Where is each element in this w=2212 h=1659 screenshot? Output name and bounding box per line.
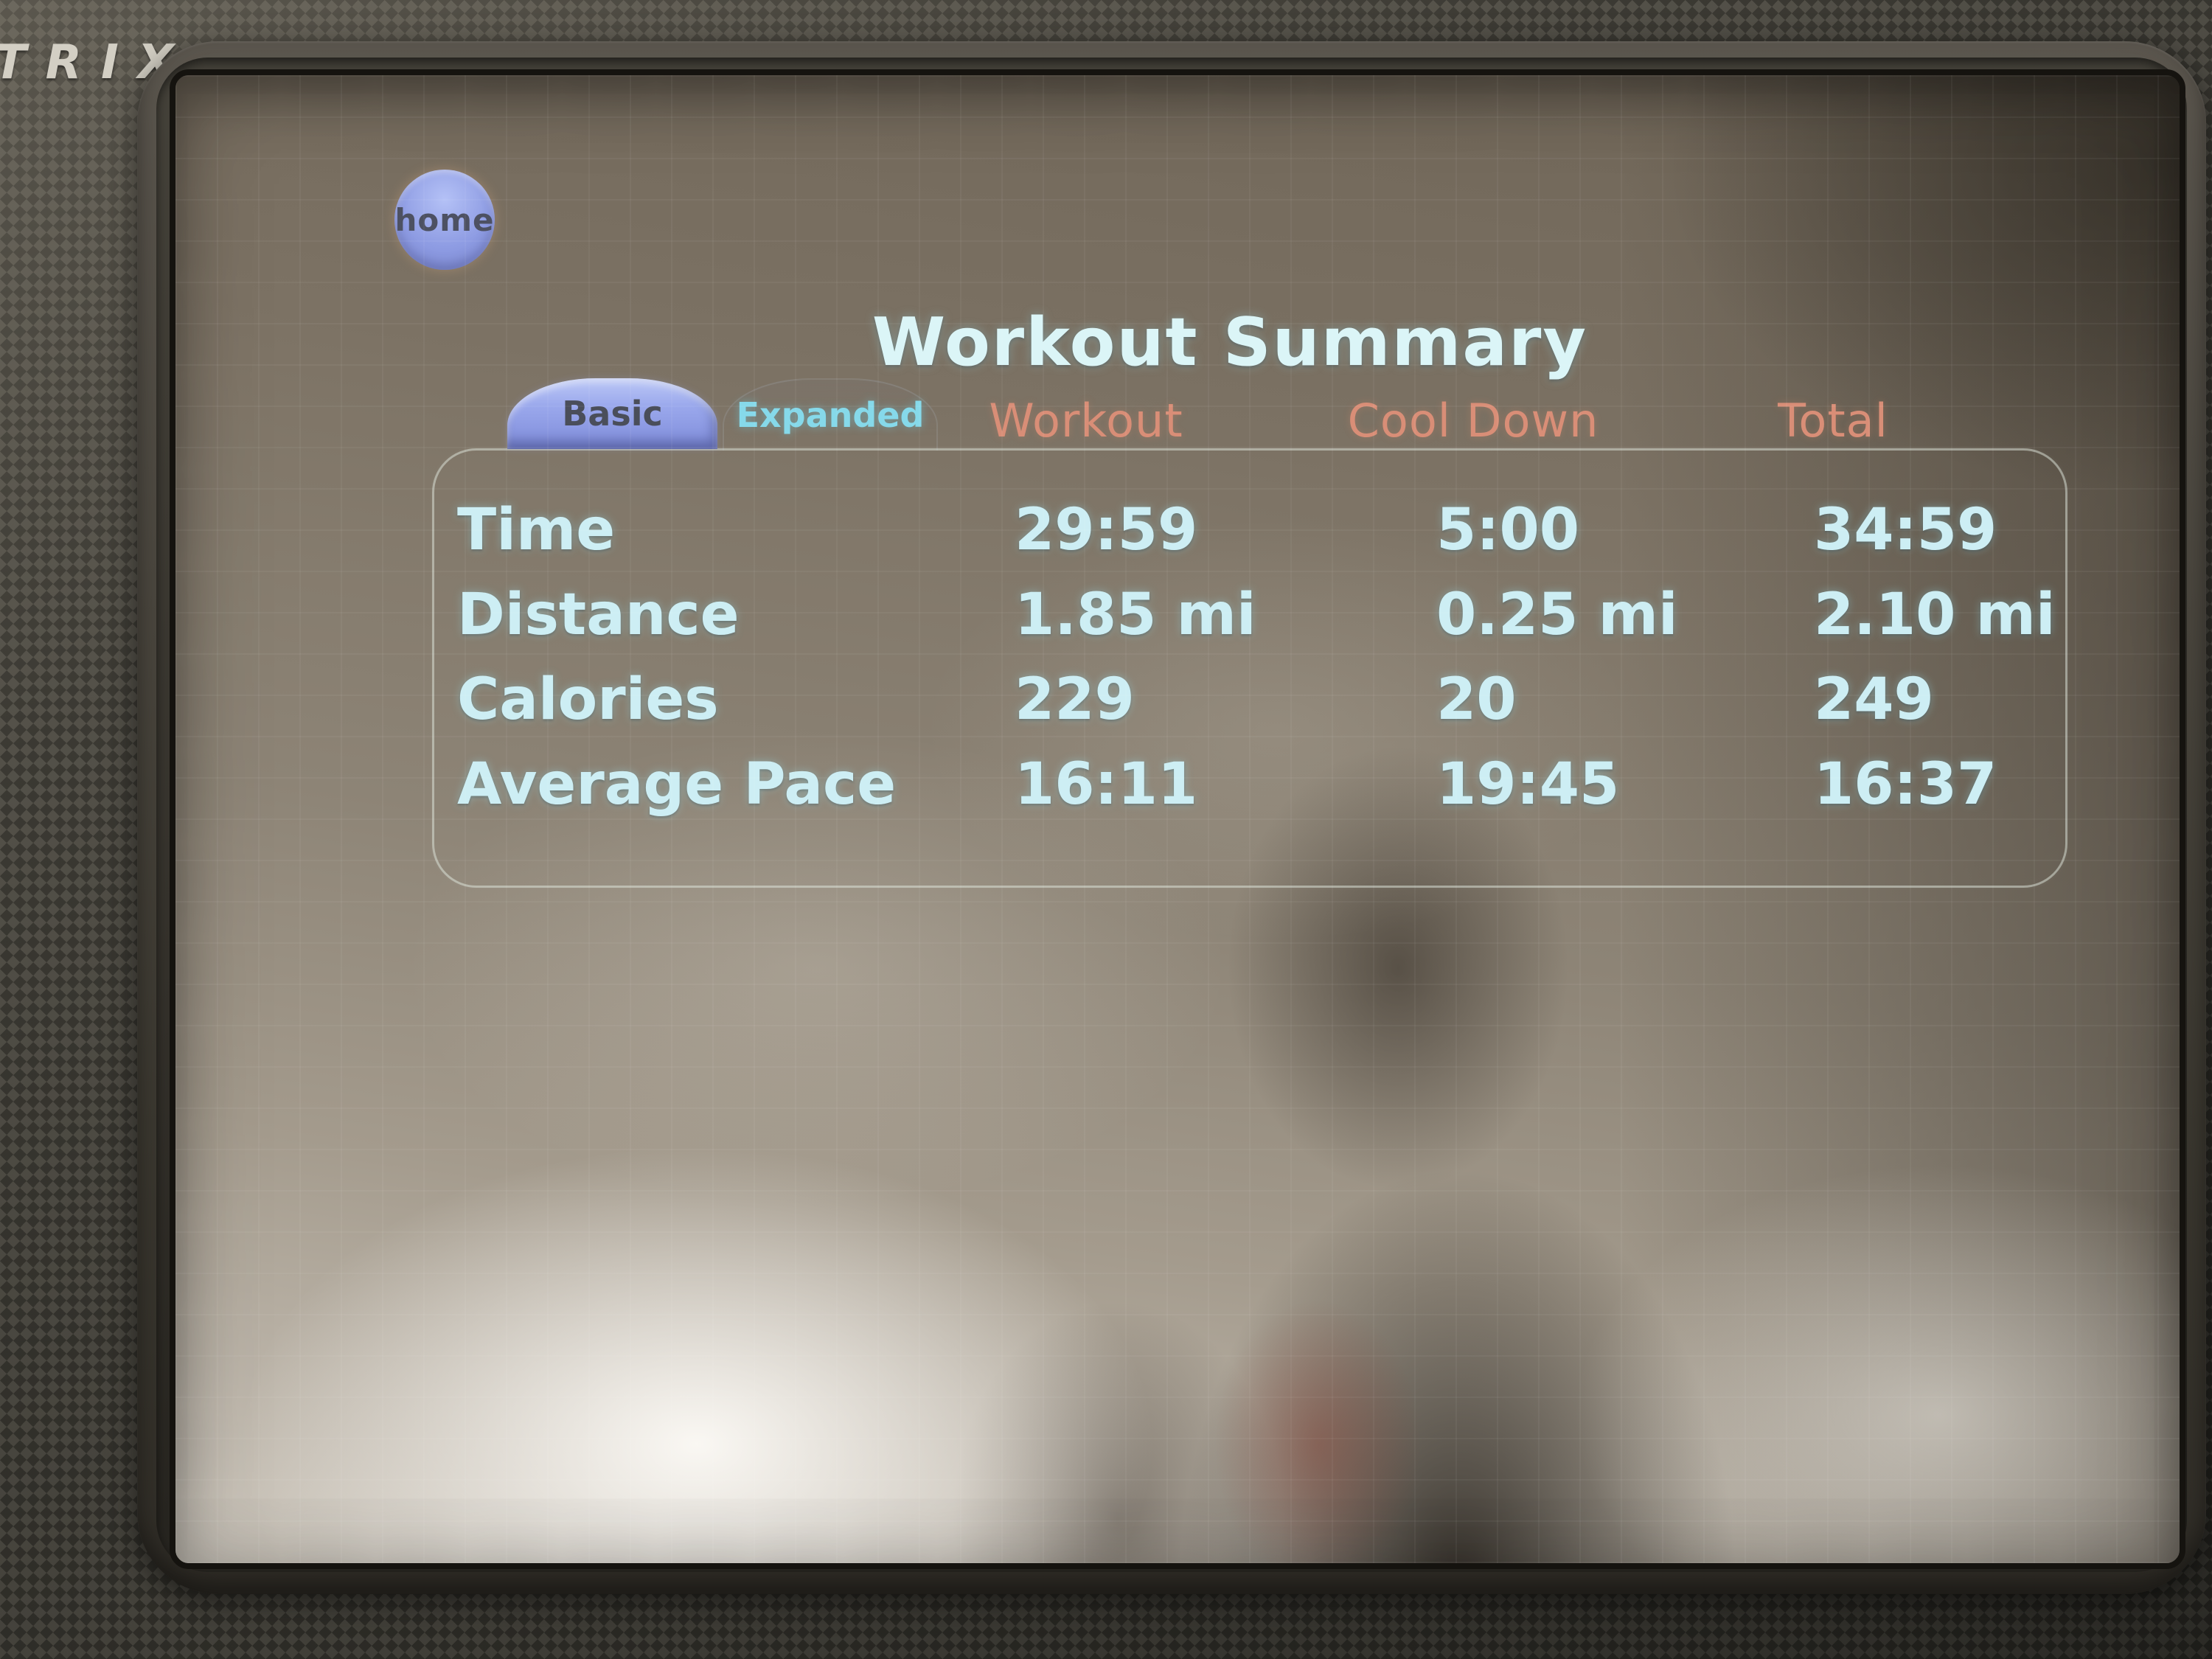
home-button[interactable]: home xyxy=(394,170,495,270)
column-header-cool-down: Cool Down xyxy=(1347,394,1599,448)
column-header-workout: Workout xyxy=(989,394,1183,448)
row-label: Distance xyxy=(457,582,740,648)
brand-logo: TRIX xyxy=(0,35,194,90)
cell-value: 249 xyxy=(1814,667,1934,733)
page-title: Workout Summary xyxy=(872,304,1588,381)
cell-value: 5:00 xyxy=(1436,497,1580,563)
table-row-average-pace: Average Pace 16:11 19:45 16:37 xyxy=(175,756,2180,830)
table-row-distance: Distance 1.85 mi 0.25 mi 2.10 mi xyxy=(175,586,2180,660)
column-header-total: Total xyxy=(1778,394,1888,448)
cell-value: 34:59 xyxy=(1814,497,1997,563)
home-button-label: home xyxy=(394,201,495,238)
tab-expanded[interactable]: Expanded xyxy=(723,378,938,451)
cell-value: 29:59 xyxy=(1015,497,1198,563)
row-label: Average Pace xyxy=(457,751,897,818)
cell-value: 2.10 mi xyxy=(1814,582,2056,648)
tab-expanded-label: Expanded xyxy=(736,395,925,435)
cell-value: 1.85 mi xyxy=(1015,582,1256,648)
cell-value: 229 xyxy=(1015,667,1135,733)
row-label: Time xyxy=(457,497,616,563)
touchscreen: home Workout Summary Basic Expanded Work… xyxy=(170,69,2185,1569)
tab-basic-label: Basic xyxy=(562,394,663,434)
table-row-calories: Calories 229 20 249 xyxy=(175,671,2180,745)
cell-value: 19:45 xyxy=(1436,751,1620,818)
cell-value: 16:37 xyxy=(1814,751,1997,818)
summary-panel xyxy=(432,448,2067,888)
tab-basic[interactable]: Basic xyxy=(507,378,717,449)
table-row-time: Time 29:59 5:00 34:59 xyxy=(175,501,2180,575)
cell-value: 16:11 xyxy=(1015,751,1198,818)
row-label: Calories xyxy=(457,667,719,733)
cell-value: 20 xyxy=(1436,667,1517,733)
cell-value: 0.25 mi xyxy=(1436,582,1678,648)
